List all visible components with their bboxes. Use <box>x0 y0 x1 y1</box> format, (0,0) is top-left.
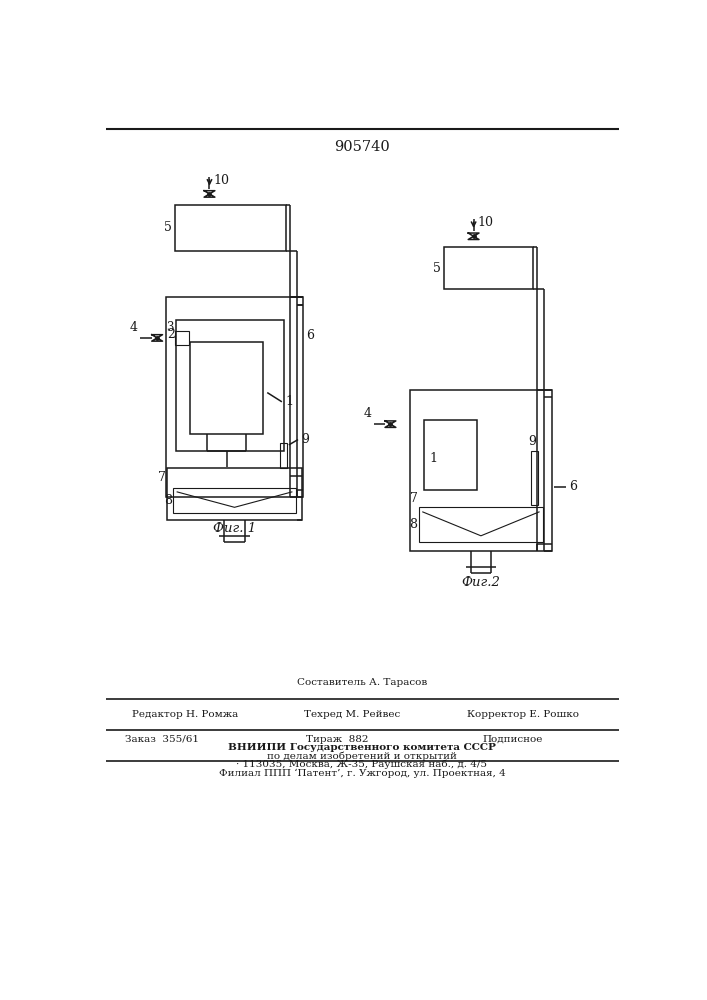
Bar <box>423 420 477 490</box>
Text: по делам изобретений и открытий: по делам изобретений и открытий <box>267 751 457 761</box>
Text: 4: 4 <box>363 407 371 420</box>
Text: Заказ  355/61: Заказ 355/61 <box>125 735 199 744</box>
Text: 1: 1 <box>430 452 438 465</box>
Text: 905740: 905740 <box>334 140 390 154</box>
Text: 9: 9 <box>528 435 536 448</box>
Bar <box>165 297 303 497</box>
Text: 3: 3 <box>166 321 173 334</box>
Bar <box>176 320 284 451</box>
Bar <box>175 205 286 251</box>
Text: 2: 2 <box>167 328 175 341</box>
Bar <box>175 331 189 345</box>
Bar <box>409 389 552 551</box>
Bar <box>173 488 296 513</box>
Text: ВНИИПИ Государственного комитета СССР: ВНИИПИ Государственного комитета СССР <box>228 743 496 752</box>
Text: 9: 9 <box>301 433 309 446</box>
Text: 8: 8 <box>409 518 417 531</box>
Bar <box>190 342 264 434</box>
Text: Редактор Н. Ромжа: Редактор Н. Ромжа <box>132 710 239 719</box>
Text: Фиг. 1: Фиг. 1 <box>213 522 256 535</box>
Text: 1: 1 <box>285 395 293 408</box>
Text: Филиал ППП ‘Патент’, г. Ужгород, ул. Проектная, 4: Филиал ППП ‘Патент’, г. Ужгород, ул. Про… <box>218 768 506 778</box>
Text: Корректор Е. Рошко: Корректор Е. Рошко <box>467 710 580 719</box>
Text: 5: 5 <box>164 221 172 234</box>
Text: 6: 6 <box>569 480 577 493</box>
Text: Техред М. Рейвес: Техред М. Рейвес <box>304 710 400 719</box>
Text: 10: 10 <box>477 216 493 229</box>
Text: · 113035, Москва, Ж-35, Раушская наб., д. 4/5: · 113035, Москва, Ж-35, Раушская наб., д… <box>236 760 487 769</box>
Text: Составитель А. Тарасов: Составитель А. Тарасов <box>297 678 427 687</box>
Text: 6: 6 <box>305 329 314 342</box>
Text: 7: 7 <box>158 471 165 484</box>
Bar <box>444 247 533 289</box>
Text: 10: 10 <box>214 174 229 187</box>
Text: 7: 7 <box>409 492 417 505</box>
Bar <box>167 468 302 520</box>
Text: Подписное: Подписное <box>483 735 543 744</box>
Text: Фиг.2: Фиг.2 <box>462 576 501 588</box>
Text: 5: 5 <box>433 262 441 275</box>
Text: Тираж  882: Тираж 882 <box>305 735 368 744</box>
Bar <box>281 443 287 468</box>
Bar <box>419 507 543 542</box>
Text: 4: 4 <box>130 321 138 334</box>
Bar <box>530 451 537 505</box>
Text: 8: 8 <box>164 494 172 507</box>
